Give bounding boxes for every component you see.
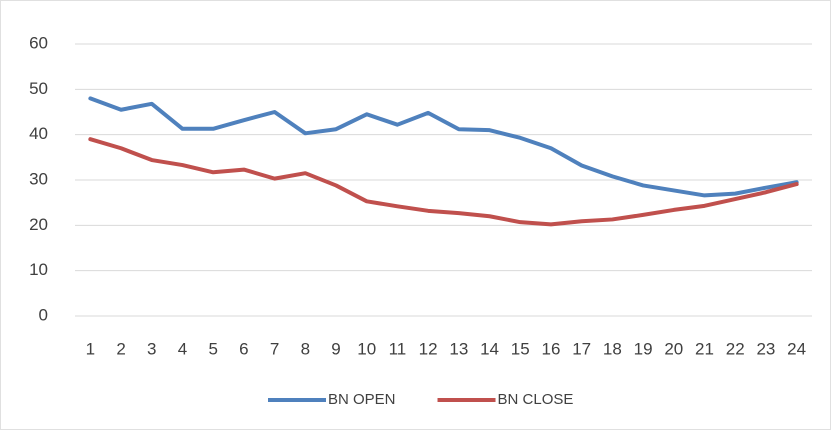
x-tick-label: 1 [86,339,95,358]
x-tick-label: 12 [419,339,438,358]
x-tick-label: 20 [664,339,683,358]
y-tick-label: 10 [29,260,48,279]
x-tick-label: 18 [603,339,622,358]
x-tick-label: 21 [695,339,714,358]
x-tick-label: 15 [511,339,530,358]
x-tick-label: 6 [239,339,248,358]
x-tick-label: 16 [542,339,561,358]
x-tick-label: 7 [270,339,279,358]
x-tick-label: 19 [634,339,653,358]
x-tick-label: 2 [116,339,125,358]
x-tick-label: 23 [756,339,775,358]
y-tick-label: 60 [29,33,48,52]
y-tick-label: 40 [29,124,48,143]
x-tick-label: 14 [480,339,499,358]
legend-label: BN OPEN [328,391,396,408]
x-tick-label: 13 [449,339,468,358]
x-tick-label: 11 [389,339,407,358]
x-tick-label: 17 [572,339,591,358]
x-tick-label: 9 [331,339,340,358]
x-tick-label: 3 [147,339,156,358]
chart: 0102030405060123456789101112131415161718… [0,0,831,430]
x-tick-label: 5 [208,339,217,358]
x-tick-label: 4 [178,339,187,358]
legend-label: BN CLOSE [498,391,574,408]
y-tick-label: 30 [29,169,48,188]
x-tick-label: 10 [357,339,376,358]
chart-frame [1,1,831,430]
x-tick-label: 22 [726,339,745,358]
x-tick-label: 8 [301,339,310,358]
y-tick-label: 20 [29,215,48,234]
x-tick-label: 24 [787,339,806,358]
y-tick-label: 0 [39,305,48,324]
y-tick-label: 50 [29,79,48,98]
